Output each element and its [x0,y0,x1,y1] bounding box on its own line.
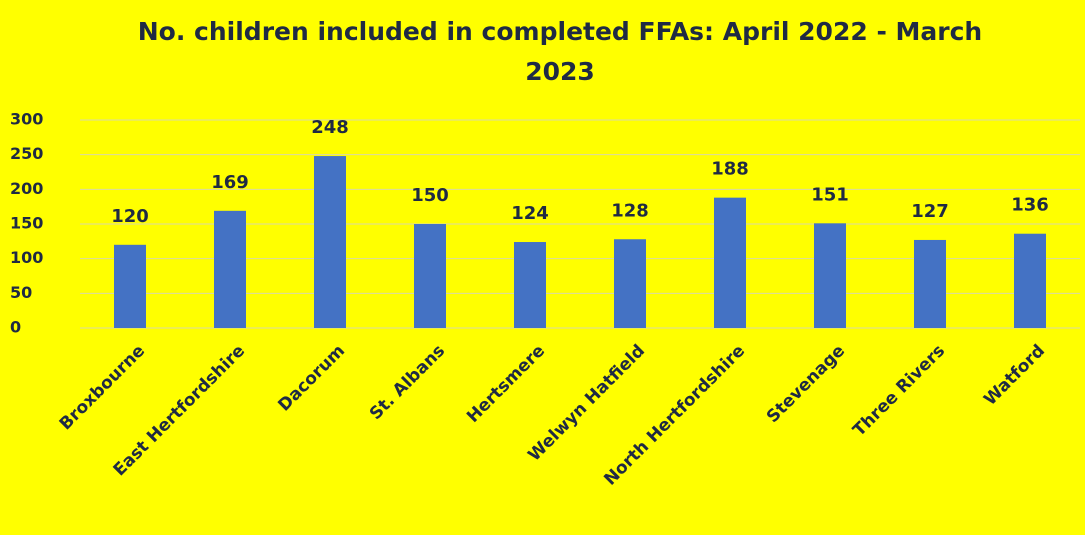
data-label: 120 [111,206,149,227]
y-tick-label: 50 [10,283,32,302]
data-label: 248 [311,117,349,138]
bar [814,223,846,328]
x-tick-label: Dacorum [274,341,349,416]
data-label: 127 [911,201,949,222]
data-label: 150 [411,185,449,206]
bar [114,244,146,328]
bar [714,197,746,328]
x-tick-label: Broxbourne [56,341,149,434]
y-tick-label: 150 [10,214,43,233]
data-label: 128 [611,200,649,221]
y-tick-label: 300 [10,110,43,129]
x-tick-label: Three Rivers [849,341,949,441]
bar [914,239,946,328]
bar [414,224,446,328]
x-tick-label: Watford [980,341,1049,410]
y-tick-label: 0 [10,318,21,337]
y-tick-label: 100 [10,248,43,267]
y-tick-label: 200 [10,179,43,198]
x-tick-label: Hertsmere [463,341,549,427]
bar [314,156,346,328]
bar [1014,233,1046,328]
bar [214,210,246,328]
data-label: 136 [1011,195,1049,216]
bar [514,242,546,328]
bar [614,239,646,328]
x-tick-label: Stevenage [763,341,849,427]
data-label: 169 [211,172,249,193]
x-tick-label: St. Albans [366,341,449,424]
y-tick-label: 250 [10,144,43,163]
data-label: 188 [711,159,749,180]
data-label: 124 [511,203,549,224]
chart-title: No. children included in completed FFAs:… [137,17,983,86]
data-label: 151 [811,184,849,205]
